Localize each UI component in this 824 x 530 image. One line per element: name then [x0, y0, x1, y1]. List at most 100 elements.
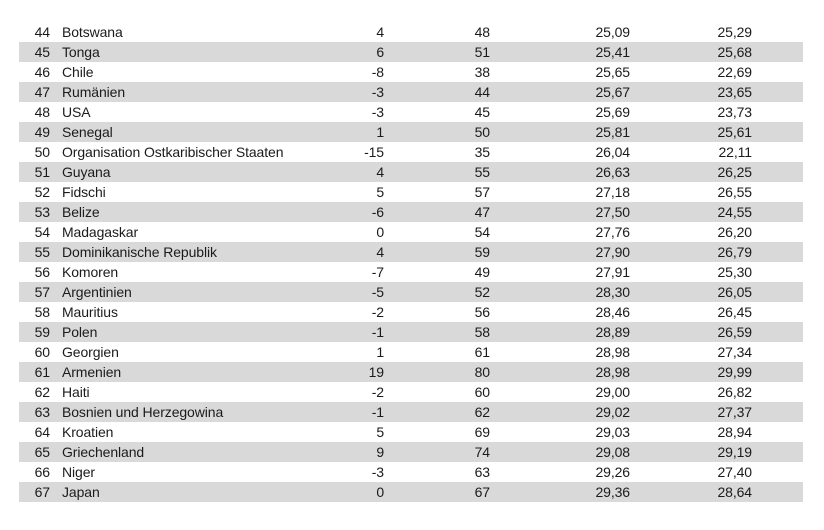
rank-change-cell: 4 — [376, 24, 384, 40]
rank-cell: 48 — [34, 104, 50, 120]
rank-cell: 57 — [34, 284, 50, 300]
previous-rank-cell: 38 — [474, 64, 490, 80]
rank-cell: 54 — [34, 224, 50, 240]
rank-change-cell: -15 — [364, 144, 384, 160]
previous-score-cell: 26,59 — [717, 324, 752, 340]
country-name-cell: Japan — [62, 484, 100, 500]
previous-score-cell: 27,40 — [717, 464, 752, 480]
previous-score-cell: 26,20 — [717, 224, 752, 240]
score-cell: 25,69 — [595, 104, 630, 120]
rank-change-cell: 5 — [376, 424, 384, 440]
table-row: 56 Komoren -7 49 27,91 25,30 — [19, 262, 803, 282]
previous-rank-cell: 57 — [474, 184, 490, 200]
rank-cell: 45 — [34, 44, 50, 60]
country-name-cell: Haiti — [62, 384, 90, 400]
country-name-cell: Botswana — [62, 24, 123, 40]
previous-rank-cell: 51 — [474, 44, 490, 60]
table-row: 48 USA -3 45 25,69 23,73 — [19, 102, 803, 122]
previous-rank-cell: 56 — [474, 304, 490, 320]
table-row: 59 Polen -1 58 28,89 26,59 — [19, 322, 803, 342]
previous-score-cell: 25,61 — [717, 124, 752, 140]
rank-cell: 67 — [34, 484, 50, 500]
previous-score-cell: 26,55 — [717, 184, 752, 200]
rank-cell: 44 — [34, 24, 50, 40]
table-row: 58 Mauritius -2 56 28,46 26,45 — [19, 302, 803, 322]
previous-score-cell: 26,25 — [717, 164, 752, 180]
country-name-cell: Bosnien und Herzegowina — [62, 404, 224, 420]
rank-change-cell: -5 — [371, 284, 384, 300]
rank-change-cell: -3 — [371, 104, 384, 120]
score-cell: 25,81 — [595, 124, 630, 140]
table-row: 53 Belize -6 47 27,50 24,55 — [19, 202, 803, 222]
previous-rank-cell: 58 — [474, 324, 490, 340]
score-cell: 29,03 — [595, 424, 630, 440]
previous-score-cell: 27,34 — [717, 344, 752, 360]
rank-change-cell: -8 — [371, 64, 384, 80]
previous-rank-cell: 35 — [474, 144, 490, 160]
score-cell: 29,26 — [595, 464, 630, 480]
country-name-cell: Tonga — [62, 44, 100, 60]
score-cell: 26,63 — [595, 164, 630, 180]
rank-cell: 62 — [34, 384, 50, 400]
rank-cell: 47 — [34, 84, 50, 100]
country-name-cell: Dominikanische Republik — [62, 244, 217, 260]
table-row: 49 Senegal 1 50 25,81 25,61 — [19, 122, 803, 142]
rank-cell: 59 — [34, 324, 50, 340]
previous-score-cell: 25,30 — [717, 264, 752, 280]
previous-rank-cell: 67 — [474, 484, 490, 500]
previous-rank-cell: 74 — [474, 444, 490, 460]
rank-change-cell: 4 — [376, 164, 384, 180]
table-row: 44 Botswana 4 48 25,09 25,29 — [19, 22, 803, 42]
rank-change-cell: -6 — [371, 204, 384, 220]
country-name-cell: Argentinien — [62, 284, 132, 300]
table-row: 54 Madagaskar 0 54 27,76 26,20 — [19, 222, 803, 242]
score-cell: 25,09 — [595, 24, 630, 40]
country-name-cell: Fidschi — [62, 184, 106, 200]
rank-cell: 66 — [34, 464, 50, 480]
rank-change-cell: -1 — [371, 324, 384, 340]
country-name-cell: Organisation Ostkaribischer Staaten — [62, 144, 284, 160]
previous-rank-cell: 62 — [474, 404, 490, 420]
previous-score-cell: 24,55 — [717, 204, 752, 220]
previous-score-cell: 26,05 — [717, 284, 752, 300]
country-name-cell: Georgien — [62, 344, 119, 360]
score-cell: 28,89 — [595, 324, 630, 340]
table-row: 52 Fidschi 5 57 27,18 26,55 — [19, 182, 803, 202]
previous-rank-cell: 50 — [474, 124, 490, 140]
rank-cell: 58 — [34, 304, 50, 320]
rank-change-cell: 9 — [376, 444, 384, 460]
rank-change-cell: 1 — [376, 344, 384, 360]
rank-change-cell: 0 — [376, 484, 384, 500]
table-row: 51 Guyana 4 55 26,63 26,25 — [19, 162, 803, 182]
previous-rank-cell: 49 — [474, 264, 490, 280]
rank-cell: 55 — [34, 244, 50, 260]
country-name-cell: Mauritius — [62, 304, 118, 320]
previous-score-cell: 29,19 — [717, 444, 752, 460]
score-cell: 25,41 — [595, 44, 630, 60]
country-name-cell: Armenien — [62, 364, 122, 380]
rank-cell: 53 — [34, 204, 50, 220]
rank-cell: 64 — [34, 424, 50, 440]
previous-rank-cell: 47 — [474, 204, 490, 220]
rank-cell: 46 — [34, 64, 50, 80]
previous-rank-cell: 59 — [474, 244, 490, 260]
country-name-cell: Chile — [62, 64, 94, 80]
previous-score-cell: 22,11 — [718, 144, 753, 160]
country-name-cell: Senegal — [62, 124, 113, 140]
score-cell: 27,76 — [595, 224, 630, 240]
score-cell: 29,00 — [595, 384, 630, 400]
rank-cell: 51 — [34, 164, 50, 180]
rank-cell: 60 — [34, 344, 50, 360]
table-row: 66 Niger -3 63 29,26 27,40 — [19, 462, 803, 482]
previous-score-cell: 22,69 — [717, 64, 752, 80]
score-cell: 26,04 — [595, 144, 630, 160]
score-cell: 29,02 — [595, 404, 630, 420]
score-cell: 27,50 — [595, 204, 630, 220]
previous-score-cell: 29,99 — [717, 364, 752, 380]
country-name-cell: Komoren — [62, 264, 119, 280]
rank-cell: 56 — [34, 264, 50, 280]
previous-score-cell: 23,65 — [717, 84, 752, 100]
country-name-cell: Polen — [62, 324, 98, 340]
rank-change-cell: 1 — [376, 124, 384, 140]
previous-rank-cell: 63 — [474, 464, 490, 480]
